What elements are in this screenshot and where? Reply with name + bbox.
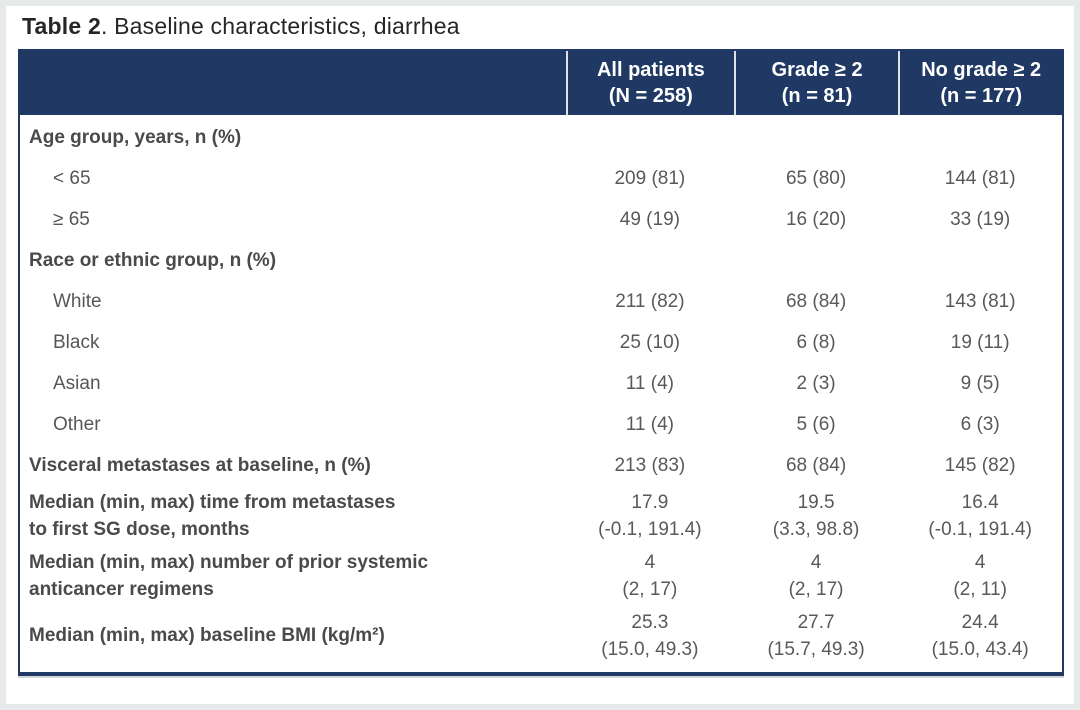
row-value: 11 (4) (625, 414, 674, 436)
row-value: 4 (2, 17) (622, 551, 678, 600)
row-value: 19 (11) (950, 332, 1010, 354)
row-value: 4 (2, 11) (953, 551, 1007, 600)
table-row: Age group, years, n (%) (20, 118, 1062, 159)
row-value: 11 (4) (625, 373, 674, 395)
table-row: ≥ 65 49 (19) 16 (20) 33 (19) (20, 200, 1062, 241)
table-row: Median (min, max) number of prior system… (20, 547, 1062, 607)
row-value: 24.4 (15.0, 43.4) (931, 611, 1029, 660)
row-value: 211 (82) (615, 291, 685, 313)
table-row: Median (min, max) baseline BMI (kg/m²) 25… (20, 607, 1062, 667)
row-value: 25 (10) (619, 332, 680, 354)
row-label: Median (min, max) baseline BMI (kg/m²) (29, 625, 385, 647)
row-label: Median (min, max) number of prior system… (29, 551, 429, 600)
row-value: 68 (84) (785, 291, 847, 313)
row-value: 213 (83) (614, 455, 686, 477)
row-label: Black (53, 332, 100, 354)
table-title-prefix: Table 2 (22, 13, 101, 39)
row-value: 33 (19) (950, 209, 1011, 231)
row-label: White (53, 291, 102, 313)
row-value: 209 (81) (614, 168, 686, 190)
row-value: 17.9 (-0.1, 191.4) (598, 492, 702, 540)
row-label: Other (53, 414, 101, 436)
row-label: Median (min, max) time from metastases t… (29, 492, 396, 540)
row-value: 16 (20) (785, 209, 847, 231)
table-title: Table 2. Baseline characteristics, diarr… (22, 13, 1074, 40)
row-label: < 65 (53, 168, 91, 190)
row-value: 144 (81) (944, 168, 1016, 190)
row-value: 25.3 (15.0, 49.3) (601, 611, 699, 660)
row-label: ≥ 65 (53, 209, 90, 231)
row-value: 16.4 (-0.1, 191.4) (928, 492, 1032, 540)
row-value: 2 (3) (796, 373, 836, 395)
row-value: 143 (81) (944, 291, 1016, 313)
row-value: 145 (82) (944, 455, 1016, 477)
table-row: Race or ethnic group, n (%) (20, 241, 1062, 282)
table-row: < 65 209 (81) 65 (80) 144 (81) (20, 159, 1062, 200)
row-value: 6 (8) (796, 332, 836, 354)
table-row: Black 25 (10) 6 (8) 19 (11) (20, 323, 1062, 364)
row-value: 5 (6) (796, 414, 836, 436)
row-label: Visceral metastases at baseline, n (%) (29, 455, 371, 477)
row-label: Age group, years, n (%) (29, 127, 242, 149)
header-empty-cell (20, 51, 566, 115)
row-value: 9 (5) (960, 373, 1000, 395)
table-row: Other 11 (4) 5 (6) 6 (3) (20, 405, 1062, 446)
table-header-row: All patients (N = 258) Grade ≥ 2 (n = 81… (20, 51, 1062, 115)
row-label: Asian (53, 373, 101, 395)
row-value: 19.5 (3.3, 98.8) (772, 492, 860, 540)
row-value: 6 (3) (960, 414, 1000, 436)
header-col-no-grade-ge2: No grade ≥ 2 (n = 177) (898, 51, 1062, 115)
row-value: 68 (84) (785, 455, 847, 477)
row-value: 27.7 (15.7, 49.3) (767, 611, 865, 660)
baseline-characteristics-table: All patients (N = 258) Grade ≥ 2 (n = 81… (18, 49, 1064, 676)
row-value: 65 (80) (785, 168, 847, 190)
row-label: Race or ethnic group, n (%) (29, 250, 277, 272)
table-row: Visceral metastases at baseline, n (%) 21… (20, 446, 1062, 487)
table-row: Median (min, max) time from metastases t… (20, 487, 1062, 547)
header-col-grade-ge2: Grade ≥ 2 (n = 81) (733, 51, 899, 115)
row-value: 49 (19) (619, 209, 680, 231)
table-row: White 211 (82) 68 (84) 143 (81) (20, 282, 1062, 323)
table-body: Age group, years, n (%) < 65 209 (81) 65 (8… (20, 115, 1062, 672)
table-title-rest: . Baseline characteristics, diarrhea (100, 13, 460, 39)
row-value: 4 (2, 17) (788, 551, 844, 600)
table-row: Asian 11 (4) 2 (3) 9 (5) (20, 364, 1062, 405)
header-col-all-patients: All patients (N = 258) (566, 51, 734, 115)
